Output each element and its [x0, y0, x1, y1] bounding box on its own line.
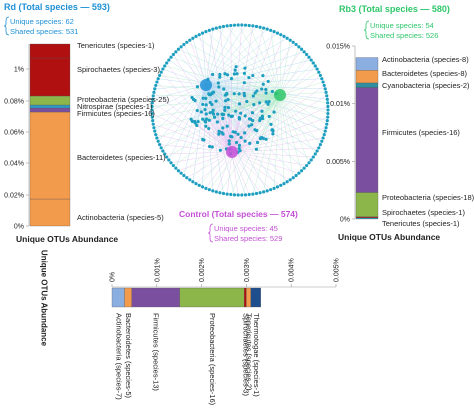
control-unique-species: Unique species: 45	[214, 224, 278, 233]
rb3-unique-species: Unique species: 54	[370, 21, 434, 30]
rd-segment-label: Tenericutes (species-1)	[77, 41, 155, 50]
rd-segment-label: Nitrospirae (species-1)	[77, 102, 153, 111]
rd-tick-label: 1%	[14, 67, 24, 74]
rd-unique-species: Unique species: 62	[10, 17, 74, 26]
control-segment-label: Tenericutes (species-2)	[245, 313, 254, 391]
rd-tick-label: 0.08%	[4, 99, 24, 106]
control-segment-label: Proteobacteria (species-16)	[208, 313, 217, 406]
control-shared-species: Shared species: 529	[214, 234, 283, 243]
control-title: Control (Total species — 574)	[179, 209, 298, 219]
rb3-bar-segment	[355, 70, 379, 84]
rb3-tick-label: 0.01%	[330, 101, 350, 108]
rb3-segment-label: Firmicutes (species-16)	[382, 128, 460, 137]
rb3-bar-chart: 0.015% 0.01% 0.005% 0% Tenericutes (species-…	[326, 44, 474, 229]
rb3-hub	[274, 89, 286, 101]
control-segment-label: Firmicutes (species-13)	[152, 313, 161, 391]
rd-segment-label: Spirochaetes (species-3)	[77, 65, 160, 74]
rb3-bar-segment	[355, 192, 379, 217]
rb3-bar-segment	[355, 57, 379, 71]
rd-bar-segment	[29, 107, 71, 113]
rb3-shared-species: Shared species: 526	[370, 31, 439, 40]
control-bar-segment	[111, 287, 125, 308]
rd-bar-segment	[29, 43, 71, 59]
rd-shared-species: Shared species: 531	[10, 27, 79, 36]
rb3-segment-label: Cyanobacteria (species-2)	[382, 81, 470, 90]
rb3-tick-label: 0.005%	[326, 159, 350, 166]
rd-tick-label: 0.06%	[4, 130, 24, 137]
rd-segment-label: Actinobacteria (species-5)	[77, 213, 164, 222]
control-bar-segment	[131, 287, 180, 308]
rb3-segment-label: Tenericutes (species-1)	[382, 219, 460, 228]
rd-bar-segment	[29, 198, 71, 227]
rd-axis-title: Unique OTUs Abundance	[16, 234, 119, 244]
rd-tick-label: 0.02%	[4, 193, 24, 200]
control-tick-label: 0.004%	[289, 258, 296, 282]
rd-tick-label: 0.04%	[4, 161, 24, 168]
rd-bar-chart: 1% 0.08% 0.06% 0.04% 0.02% 0% Actinobacteria (…	[4, 41, 169, 231]
rd-segment-label: Proteobacteria (species-25)	[77, 95, 170, 104]
rd-tick-label: 0%	[14, 224, 24, 231]
control-bar-segment	[246, 287, 252, 308]
rb3-title: Rb3 (Total species — 580)	[339, 4, 450, 14]
control-segment-label: Thermotogae (species-1)	[252, 313, 261, 397]
control-tick-label: 0.003%	[244, 258, 251, 282]
rb3-tick-label: 0%	[340, 217, 350, 224]
rd-bar-segment	[29, 104, 71, 109]
rd-bar-segment	[29, 111, 71, 200]
control-tick-label: 0.002%	[199, 258, 206, 282]
rd-title: Rd (Total species — 593)	[4, 2, 110, 12]
control-segment-label: Spirochaetes (species-3)	[241, 313, 250, 396]
control-bar-segment	[179, 287, 245, 308]
control-tick-label: 0.005%	[334, 258, 341, 282]
rb3-segment-label: Spirochaetes (species-1)	[382, 208, 465, 217]
otu-network	[150, 23, 330, 197]
rd-segment-label: Bacteroidetes (species-11)	[77, 153, 166, 162]
rd-segment-label: Firmicutes (species-16)	[77, 109, 155, 118]
control-bar-segment	[250, 287, 261, 308]
rb3-segment-label: Proteobacteria (species-18)	[382, 193, 474, 202]
control-tick-label: 0.001%	[154, 258, 161, 282]
control-tick-label: 0%	[110, 272, 117, 282]
rb3-bar-segment	[355, 82, 379, 88]
control-hub	[226, 146, 238, 158]
rb3-bar-segment	[355, 87, 379, 193]
network-edges	[151, 24, 329, 196]
rd-bar-segment	[29, 95, 71, 106]
rd-bar-segment	[29, 57, 71, 97]
rb3-bar-segment	[355, 216, 379, 218]
rb3-segment-label: Bacteroidetes (species-8)	[382, 69, 468, 78]
rb3-segment-label: Actinobacteria (species-8)	[382, 55, 469, 64]
control-segment-label: Actinobacteria (species-7)	[114, 313, 123, 400]
control-segment-label: Bacteroidetes (species-5)	[124, 313, 133, 399]
rd-hub	[200, 79, 212, 91]
control-bar-chart: 0% 0.001% 0.002% 0.003% 0.004% 0.005% Actinoba…	[110, 258, 341, 405]
rb3-tick-label: 0.015%	[326, 44, 350, 51]
control-bar-segment	[244, 287, 247, 308]
rb3-bar-segment	[355, 217, 379, 220]
control-bar-segment	[124, 287, 132, 308]
rb3-axis-title: Unique OTUs Abundance	[338, 232, 441, 242]
